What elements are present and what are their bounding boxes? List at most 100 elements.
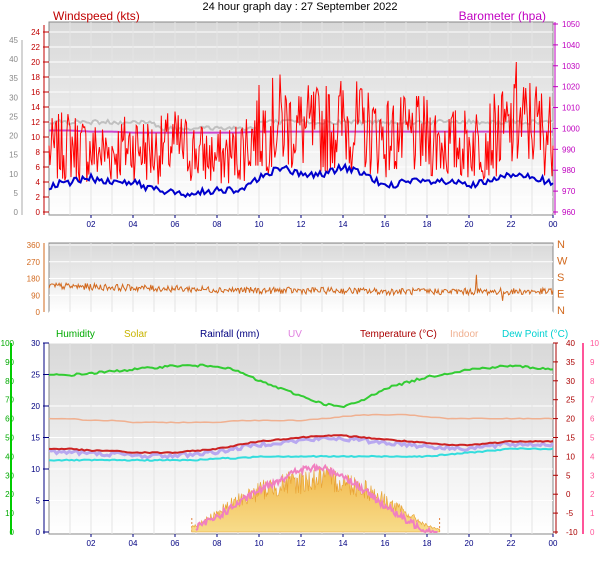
legend-entry: Solar [124, 329, 148, 340]
barometer-label: Barometer (hpa) [459, 9, 546, 23]
uv-axis: 0 1 2 3 4 5 6 7 8 9 10 [590, 339, 599, 537]
humidity-tick: 50 [5, 434, 14, 443]
wind-tick: 14 [31, 103, 40, 112]
x-tick: 22 [507, 220, 516, 229]
x-tick: 20 [465, 539, 474, 548]
humidity-tick: 40 [5, 452, 14, 461]
legend-entry: Rainfall (mm) [200, 329, 259, 340]
direction-tick: 360 [27, 241, 41, 250]
direction-tick: 180 [27, 275, 41, 284]
wind-tick: 16 [31, 88, 40, 97]
temperature-tick: 35 [566, 358, 575, 367]
wind-tick: 24 [31, 28, 40, 37]
rainfall-axis: 0 5 10 15 20 25 30 [31, 339, 49, 537]
x-tick: 18 [423, 539, 432, 548]
x-tick: 10 [255, 539, 264, 548]
barometer-tick: 1040 [562, 41, 580, 50]
wind-tick: 0 [36, 208, 41, 217]
uv-tick: 1 [590, 509, 595, 518]
legend-entry: UV [288, 329, 302, 340]
indoor-line [48, 413, 554, 424]
x-tick: 22 [507, 539, 516, 548]
humidity-line [49, 363, 554, 409]
x-tick: 20 [465, 220, 474, 229]
uv-tick: 6 [590, 415, 595, 424]
wind-outer-axis: 0 5 10 15 20 25 30 35 40 45 [9, 36, 23, 217]
legend: Humidity Solar Rainfall (mm) UV Temperature … [56, 329, 568, 340]
barometer-tick: 960 [562, 208, 576, 217]
barometer-tick: 1030 [562, 62, 580, 71]
temperature-line [48, 434, 554, 455]
humidity-tick: 20 [5, 490, 14, 499]
x-tick: 18 [423, 220, 432, 229]
barometer-tick: 1010 [562, 104, 580, 113]
temp-panel: Humidity Solar Rainfall (mm) UV Temperature … [1, 329, 600, 548]
x-tick: 00 [549, 220, 558, 229]
uv-tick: 5 [590, 434, 595, 443]
x-tick: 14 [339, 539, 348, 548]
humidity-tick: 30 [5, 471, 14, 480]
rainfall-tick: 30 [31, 339, 40, 348]
wind-tick: 6 [36, 163, 41, 172]
rainfall-tick: 20 [31, 402, 40, 411]
x-tick: 00 [549, 539, 558, 548]
wind-tick: 20 [31, 58, 40, 67]
uv-tick: 2 [590, 490, 595, 499]
humidity-axis: 0 10 20 30 40 50 60 70 80 90 100 [1, 339, 15, 537]
wind-outer-tick: 40 [9, 55, 18, 64]
barometer-axis: 960 970 980 990 1000 1010 1020 1030 1040 1050 [553, 20, 580, 217]
chart-title: 24 hour graph day : 27 September 2022 [202, 1, 397, 13]
humidity-tick: 0 [10, 528, 15, 537]
gust-trace-line [48, 117, 554, 132]
legend-entry: Dew Point (°C) [502, 329, 568, 340]
uv-line [195, 463, 438, 534]
x-tick: 04 [129, 220, 138, 229]
temperature-axis: -10 -5 0 5 10 15 20 25 30 35 40 [553, 339, 578, 537]
wind-panel: Windspeed (kts) Barometer (hpa) 05101520… [9, 9, 580, 229]
x-tick: 06 [171, 539, 180, 548]
wind-outer-tick: 45 [9, 36, 18, 45]
rainfall-tick: 10 [31, 465, 40, 474]
wind-tick: 10 [31, 133, 40, 142]
x-tick: 06 [171, 220, 180, 229]
legend-entry: Indoor [450, 329, 479, 340]
uv-tick: 8 [590, 377, 595, 386]
humidity-tick: 70 [5, 396, 14, 405]
uv-tick: 0 [590, 528, 595, 537]
x-tick: 08 [213, 220, 222, 229]
compass-label: E [557, 289, 564, 301]
barometer-tick: 1000 [562, 124, 580, 133]
temperature-tick: 5 [566, 471, 571, 480]
windspeed-line [48, 61, 554, 185]
x-tick: 10 [255, 220, 264, 229]
wind-direction-line [48, 274, 554, 301]
temperature-tick: 25 [566, 396, 575, 405]
wind-tick: 4 [36, 178, 41, 187]
wind-outer-tick: 25 [9, 112, 18, 121]
windspeed-average-line [48, 162, 554, 199]
wind-outer-tick: 35 [9, 74, 18, 83]
wind-tick: 8 [36, 148, 41, 157]
humidity-tick: 60 [5, 415, 14, 424]
uv-tick: 10 [590, 339, 599, 348]
uv-tick: 3 [590, 471, 595, 480]
apparent-temp-line [48, 435, 555, 460]
uv-tick: 4 [590, 452, 595, 461]
temperature-tick: -5 [566, 509, 574, 518]
legend-entry: Humidity [56, 329, 95, 340]
x-tick: 02 [87, 539, 96, 548]
x-tick: 12 [297, 220, 306, 229]
wind-tick: 18 [31, 73, 40, 82]
wind-tick: 22 [31, 43, 40, 52]
barometer-tick: 1050 [562, 20, 580, 29]
dewpoint-line [48, 447, 554, 462]
humidity-tick: 100 [1, 339, 15, 348]
humidity-tick: 90 [5, 358, 14, 367]
x-tick: 16 [381, 220, 390, 229]
wind-outer-tick: 30 [9, 93, 18, 102]
wind-outer-tick: 5 [14, 189, 19, 198]
direction-axis: 0 90 180 270 360 [27, 241, 45, 317]
